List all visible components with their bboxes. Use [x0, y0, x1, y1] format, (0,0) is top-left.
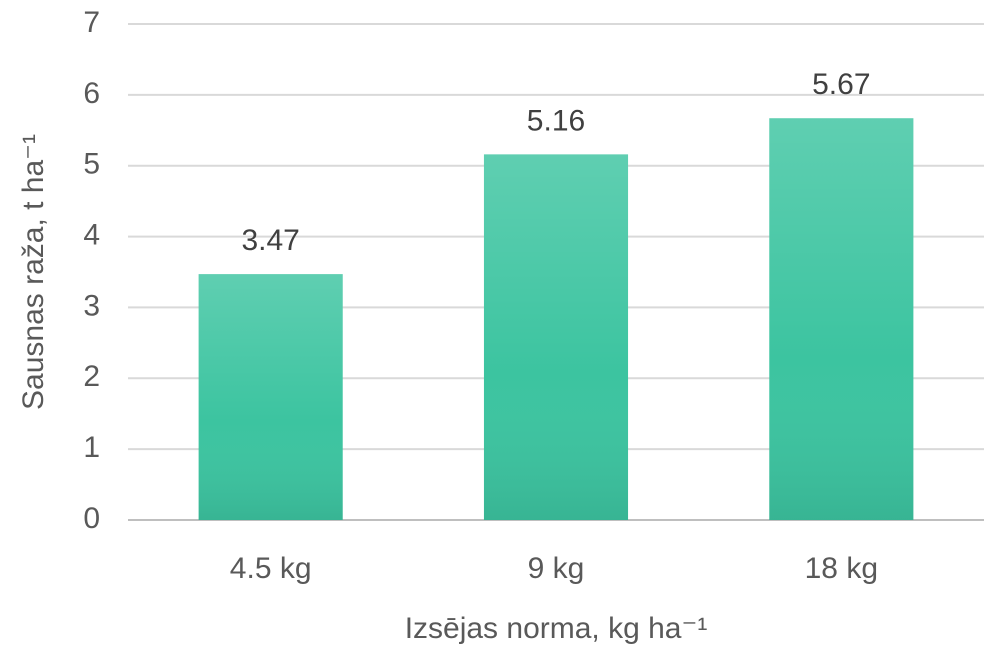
value-label: 5.16 — [527, 104, 585, 137]
y-tick-label: 3 — [83, 289, 100, 322]
x-tick-label: 9 kg — [528, 552, 585, 585]
bar-shade — [769, 118, 914, 521]
x-tick-label: 18 kg — [805, 552, 878, 585]
y-tick-label: 0 — [83, 502, 100, 535]
bar-shade — [198, 274, 343, 520]
y-tick-label: 6 — [83, 77, 100, 110]
y-axis-title: Sausnas raža, t ha⁻¹ — [17, 134, 50, 410]
y-tick-label: 7 — [83, 6, 100, 39]
x-axis-title: Izsējas norma, kg ha⁻¹ — [405, 612, 708, 645]
y-tick-label: 4 — [83, 218, 100, 251]
y-tick-label: 5 — [83, 148, 100, 181]
y-tick-label: 2 — [83, 360, 100, 393]
value-label: 3.47 — [241, 224, 299, 257]
value-label: 5.67 — [812, 68, 870, 101]
bar-shade — [483, 154, 629, 520]
y-tick-label: 1 — [83, 431, 100, 464]
x-tick-label: 4.5 kg — [230, 552, 312, 585]
